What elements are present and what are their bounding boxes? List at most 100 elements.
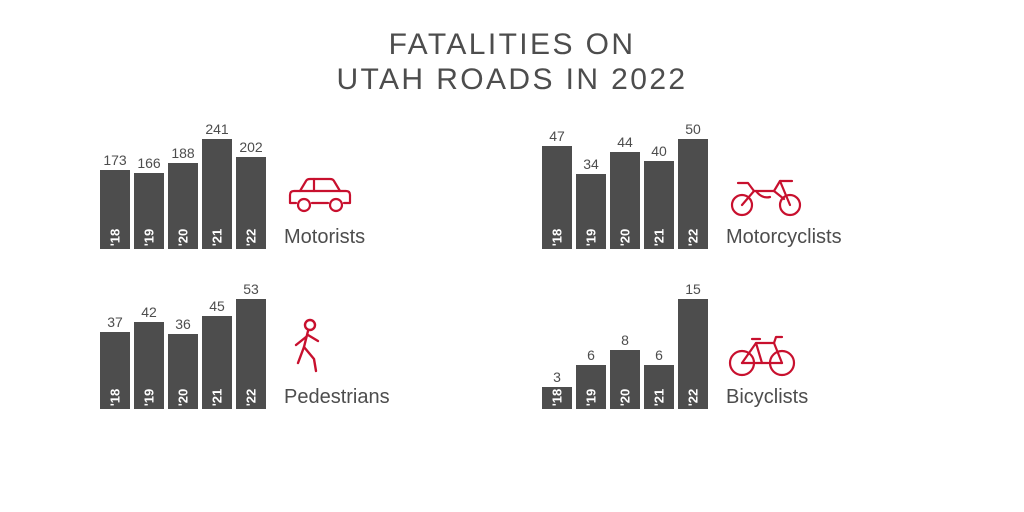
bar-value: 53	[243, 281, 259, 297]
bar-year: '20	[618, 229, 633, 247]
bar-year: '19	[584, 229, 599, 247]
bar-year: '19	[584, 389, 599, 407]
bar-col: 50 '22	[678, 121, 708, 249]
bar-value: 173	[103, 152, 126, 168]
bar-col: 37'18	[100, 314, 130, 409]
bar-col: 40 '21	[644, 143, 674, 249]
bar-value: 50	[685, 121, 701, 137]
bar: '21	[202, 139, 232, 249]
bar-year: '18	[108, 229, 123, 247]
bar-col: 173 '18	[100, 152, 130, 249]
panel-label: Motorists	[284, 226, 365, 249]
bars-motorcyclists: 47 '18 34 '19 44 '20 40 '21 50 '22	[542, 121, 708, 249]
bar-year: '22	[686, 389, 701, 407]
panel-label: Pedestrians	[284, 386, 390, 409]
bar-value: 45	[209, 298, 225, 314]
bar-year: '21	[652, 229, 667, 247]
panel-label-box: Pedestrians	[284, 317, 390, 409]
bar-value: 47	[549, 128, 565, 144]
bar: '21	[644, 365, 674, 409]
bar: '19	[576, 174, 606, 249]
bicycle-icon	[726, 329, 798, 382]
bar: '18	[100, 332, 130, 409]
chart-grid: 173 '18 166'19 188 '20 241 '21 202 '22 Motor…	[0, 97, 1024, 409]
motorcycle-icon	[726, 169, 806, 222]
bar-value: 44	[617, 134, 633, 150]
panel-pedestrians: 37'18 42'19 36'20 45'21 53'22 Pedestrian…	[100, 281, 482, 409]
bar-value: 36	[175, 316, 191, 332]
bar-year: '22	[244, 229, 259, 247]
bar-year: '18	[550, 389, 565, 407]
bar-value: 6	[655, 347, 663, 363]
bar-col: 34 '19	[576, 156, 606, 249]
bar-col: 188 '20	[168, 145, 198, 249]
bar-col: 44 '20	[610, 134, 640, 249]
bar-year: '20	[176, 389, 191, 407]
bar-year: '19	[142, 229, 157, 247]
bar-year: '22	[244, 389, 259, 407]
bar: '21	[644, 161, 674, 249]
bar: '20	[168, 334, 198, 409]
bar-year: '19	[142, 389, 157, 407]
bars-pedestrians: 37'18 42'19 36'20 45'21 53'22	[100, 281, 266, 409]
bar-col: 6 '21	[644, 347, 674, 409]
bar: '19	[576, 365, 606, 409]
bar: '20	[610, 152, 640, 249]
bar-col: 42 '19	[134, 304, 164, 409]
panel-label-box: Bicyclists	[726, 329, 808, 409]
bar: '21	[202, 316, 232, 409]
panel-bicyclists: 3'18 6'19 8'20 6'21 15'22 Bicyclists	[542, 281, 924, 409]
bar-value: 188	[171, 145, 194, 161]
bar: '18	[542, 387, 572, 409]
bar-col: 36 '20	[168, 316, 198, 409]
title-line-2: UTAH ROADS IN 2022	[0, 63, 1024, 98]
bars-motorists: 173 '18 166'19 188 '20 241 '21 202 '22	[100, 121, 266, 249]
panel-motorists: 173 '18 166'19 188 '20 241 '21 202 '22 Motor…	[100, 121, 482, 249]
bar-year: '20	[618, 389, 633, 407]
page-title: FATALITIES ON UTAH ROADS IN 2022	[0, 0, 1024, 97]
bar-value: 42	[141, 304, 157, 320]
panel-label-box: Motorists	[284, 173, 365, 249]
bar: '20	[168, 163, 198, 249]
bars-bicyclists: 3'18 6'19 8'20 6'21 15'22	[542, 281, 708, 409]
bar-year: '21	[652, 389, 667, 407]
bar-col: 47 '18	[542, 128, 572, 249]
bar: '18	[542, 146, 572, 249]
bar-year: '21	[210, 229, 225, 247]
bar-value: 6	[587, 347, 595, 363]
bar-value: 202	[239, 139, 262, 155]
bar: '19	[134, 322, 164, 409]
bar: '20	[610, 350, 640, 409]
bar-col: 241 '21	[202, 121, 232, 249]
panel-label-box: Motorcyclists	[726, 169, 842, 249]
panel-motorcyclists: 47 '18 34 '19 44 '20 40 '21 50 '22 Motorcycli…	[542, 121, 924, 249]
bar: '22	[236, 299, 266, 409]
panel-label: Motorcyclists	[726, 226, 842, 249]
bar-year: '20	[176, 229, 191, 247]
bar: '22	[678, 139, 708, 249]
bar-value: 37	[107, 314, 123, 330]
bar-col: 6 '19	[576, 347, 606, 409]
bar-value: 34	[583, 156, 599, 172]
bar-col: 202 '22	[236, 139, 266, 249]
bar-col: 3'18	[542, 369, 572, 409]
bar: '19	[134, 173, 164, 249]
bar-value: 8	[621, 332, 629, 348]
bar: '22	[236, 157, 266, 249]
bar-value: 40	[651, 143, 667, 159]
bar-col: 45 '21	[202, 298, 232, 409]
bar-year: '21	[210, 389, 225, 407]
bar-col: 8 '20	[610, 332, 640, 409]
bar-value: 3	[553, 369, 561, 385]
pedestrian-icon	[284, 317, 328, 382]
bar-value: 241	[205, 121, 228, 137]
car-icon	[284, 173, 356, 222]
bar-year: '22	[686, 229, 701, 247]
bar-col: 53 '22	[236, 281, 266, 409]
bar: '18	[100, 170, 130, 249]
bar-year: '18	[550, 229, 565, 247]
title-line-1: FATALITIES ON	[0, 28, 1024, 63]
bar-col: 166'19	[134, 155, 164, 249]
bar-value: 15	[685, 281, 701, 297]
bar: '22	[678, 299, 708, 409]
